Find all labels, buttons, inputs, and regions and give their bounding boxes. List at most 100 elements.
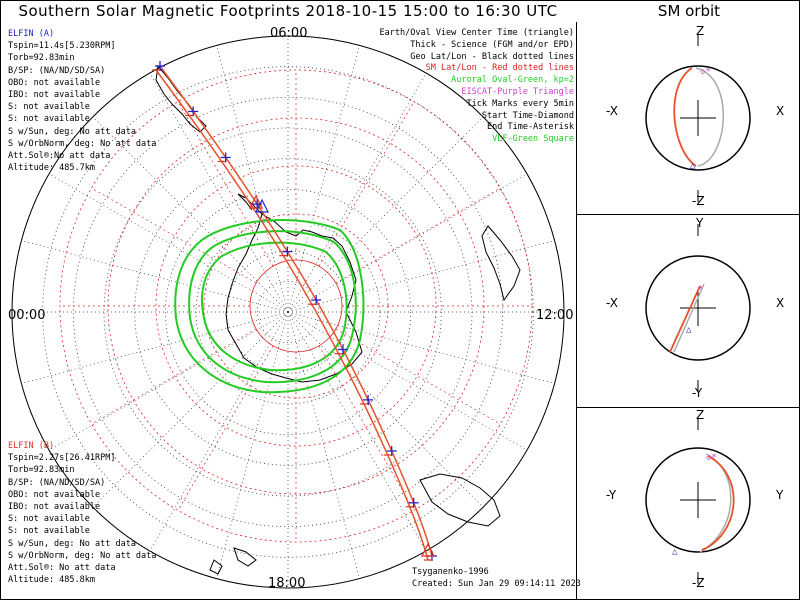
elfin-b-info: ELFIN (B) Tspin=2.27s[26.41RPM] Torb=92.… (8, 440, 156, 586)
elfin-a-line: Att.Sol®:No att data (8, 150, 111, 161)
elfin-b-line: S: not available (8, 514, 90, 525)
panel1-bottom-label: -Z (692, 194, 705, 208)
elfin-b-line: OBO: not available (8, 489, 101, 500)
elfin-b-line: Tspin=2.27s[26.41RPM] (8, 453, 116, 464)
elfin-a-line: Altitude: 485.7km (8, 163, 95, 174)
legend-item: EISCAT-Purple Triangle (461, 86, 574, 97)
elfin-a-ticks (155, 61, 437, 561)
hour-label-left: 00:00 (8, 308, 46, 323)
elfin-b-end-triangle (421, 542, 435, 557)
geo-meridian (21, 311, 289, 384)
sm-meridian (318, 101, 415, 267)
elfin-b-line: Torb=92.83min (8, 465, 75, 476)
legend-item: Tick Marks every 5min (466, 98, 574, 109)
elfin-b-line: IBO: not available (8, 501, 101, 512)
elfin-b-line: S: not available (8, 526, 90, 537)
hour-label-top: 06:00 (270, 26, 308, 41)
panel2-top-label: Y (696, 216, 704, 230)
panel3-top-label: Z (696, 408, 705, 422)
geo-latitude-ring (164, 188, 412, 436)
sm-meridian (91, 187, 257, 284)
panel3-left-label: -Y (606, 488, 617, 502)
credit: Tsyganenko-1996 Created: Sun Jan 29 09:1… (412, 566, 581, 590)
geo-latitude-ring (72, 96, 504, 528)
geo-meridian (287, 116, 484, 313)
orbit-panel-yz: ◇* △ (645, 418, 751, 584)
sm-meridian (91, 328, 257, 425)
credit-created: Created: Sun Jan 29 09:14:11 2023 (412, 579, 581, 589)
geo-meridian (287, 311, 555, 384)
legend-item: Auroral Oval-Green, kp=2 (451, 75, 574, 86)
geo-latitude-ring (134, 158, 442, 466)
geo-meridian (287, 45, 360, 313)
svg-text:◇*: ◇* (700, 67, 711, 77)
panel1-right-label: X (776, 104, 785, 118)
elfin-b-line: Altitude: 485.8km (8, 575, 95, 586)
geo-meridian (287, 240, 555, 313)
legend-item: VLF-Green Square (492, 134, 574, 145)
elfin-a-line: S w/Sun, deg: No att data (8, 126, 136, 137)
elfin-b-name: ELFIN (B) (8, 441, 55, 451)
svg-text:△: △ (690, 161, 696, 171)
sm-meridian (177, 345, 274, 511)
sm-meridian (318, 345, 415, 511)
legend-item: Earth/Oval View Center Time (triangle) (379, 28, 574, 38)
sm-latitude-ring (155, 165, 437, 447)
svg-text:△: △ (686, 325, 692, 335)
elfin-b-view-triangle (249, 194, 263, 209)
sm-latitude-ring (249, 259, 343, 353)
sm-meridian (335, 328, 501, 425)
svg-text:◇*: ◇* (706, 453, 717, 463)
antarctic-peninsula (237, 193, 263, 215)
geo-latitude-ring (256, 280, 320, 344)
legend-item: SM Lat/Lon - Red dotted lines (425, 63, 574, 74)
orbit-panel-xy: * △ (645, 224, 751, 392)
elfin-b-track (155, 69, 429, 561)
geo-meridian (216, 45, 289, 313)
panel1-top-label: Z (696, 24, 705, 38)
elfin-a-info: ELFIN (A) Tspin=11.4s[5.230RPM] Torb=92.… (8, 28, 156, 174)
panel2-right-label: X (776, 296, 785, 310)
elfin-b-line: S w/OrbNorm, deg: No att data (8, 550, 157, 561)
africa-coastline (481, 225, 521, 302)
plot-boundary (11, 35, 565, 589)
svg-text:△: △ (672, 547, 678, 557)
sm-latitude-ring (203, 213, 389, 399)
elfin-b-line: B/SP: (NA/ND/SD/SA) (8, 477, 106, 488)
geo-meridian (21, 240, 289, 313)
geo-meridian (287, 311, 484, 508)
polar-grid (11, 35, 565, 589)
legend-item: Start Time-Diamond (481, 110, 574, 121)
elfin-a-line: S: not available (8, 102, 90, 113)
elfin-a-line: Tspin=11.4s[5.230RPM] (8, 41, 116, 52)
legend: Earth/Oval View Center Time (triangle) T… (380, 28, 574, 146)
page-title: Southern Solar Magnetic Footprints 2018-… (18, 2, 558, 20)
new-zealand-coastline (209, 547, 257, 575)
elfin-a-line: Torb=92.83min (8, 53, 75, 64)
orbit-panel-xz: ◇* △ (645, 34, 751, 202)
auroral-oval-middle (188, 230, 357, 384)
orbit-title: SM orbit (657, 2, 721, 20)
panel2-bottom-label: -Y (692, 386, 703, 400)
hour-label-bottom: 18:00 (268, 576, 306, 591)
credit-model: Tsyganenko-1996 (412, 567, 489, 577)
elfin-a-line: IBO: not available (8, 89, 101, 100)
sm-meridian (335, 187, 501, 284)
elfin-a-line: OBO: not available (8, 77, 101, 88)
legend-item: End Time-Asterisk (487, 122, 574, 133)
geo-meridian (287, 173, 528, 313)
panel3-right-label: Y (776, 488, 784, 502)
geo-meridian (48, 311, 289, 451)
elfin-b-ticks (152, 69, 432, 561)
panel3-bottom-label: -Z (692, 576, 705, 590)
legend-item: Thick - Science (FGM and/or EPD) (410, 39, 574, 50)
elfin-a-track (159, 65, 433, 557)
elfin-a-name: ELFIN (A) (8, 29, 55, 39)
elfin-a-line: B/SP: (NA/ND/SD/SA) (8, 65, 106, 76)
svg-text:*: * (698, 285, 703, 295)
panel1-left-label: -X (606, 104, 618, 118)
hour-label-right: 12:00 (536, 308, 574, 323)
elfin-b-line: Att.Sol®: No att data (8, 562, 116, 573)
south-america-coastline (155, 64, 207, 133)
